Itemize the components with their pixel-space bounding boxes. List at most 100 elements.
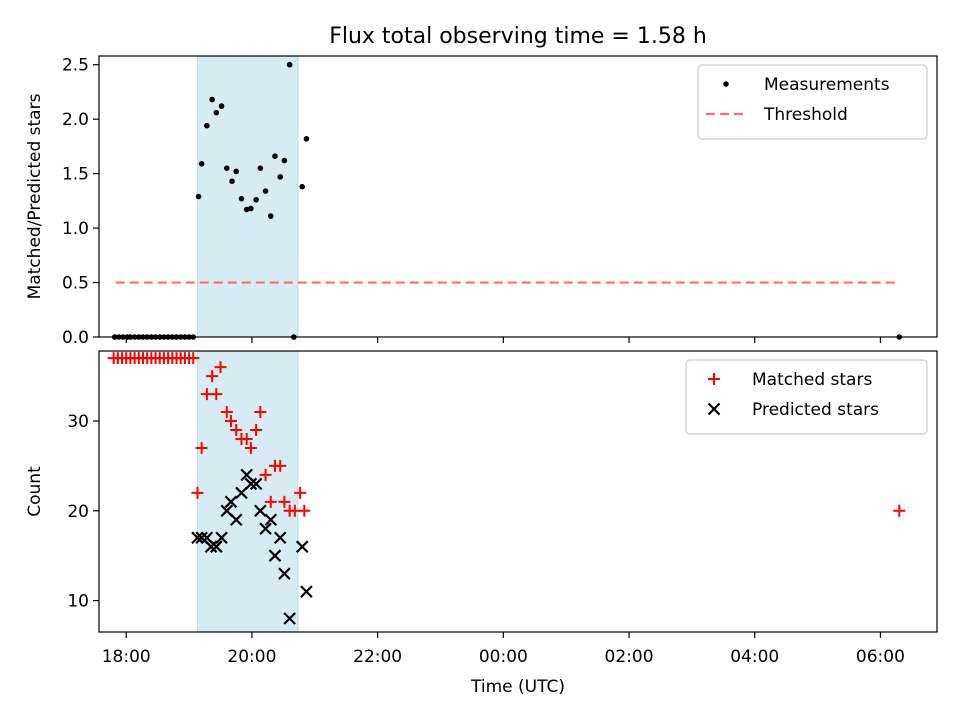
data-point bbox=[210, 540, 223, 553]
shaded-interval bbox=[196, 350, 299, 633]
data-point bbox=[195, 441, 208, 454]
y-tick-label: 30 bbox=[67, 412, 89, 432]
x-tick-label: 06:00 bbox=[856, 647, 905, 667]
legend-label: Predicted stars bbox=[752, 400, 879, 420]
data-point bbox=[248, 205, 254, 212]
y-axis-label: Count bbox=[25, 466, 45, 517]
x-tick-label: 02:00 bbox=[605, 647, 654, 667]
data-point bbox=[250, 424, 263, 437]
data-point bbox=[264, 495, 277, 508]
data-point bbox=[303, 135, 310, 142]
data-point bbox=[191, 531, 204, 545]
data-point bbox=[273, 531, 287, 545]
legend-marker bbox=[708, 373, 720, 385]
data-point bbox=[272, 153, 278, 160]
data-point bbox=[264, 513, 278, 527]
data-point bbox=[224, 415, 237, 428]
y-axis-label: Matched/Predicted stars bbox=[25, 93, 45, 299]
data-point bbox=[214, 361, 227, 374]
series-matched-stars bbox=[107, 352, 906, 517]
data-point bbox=[298, 504, 311, 517]
data-point bbox=[233, 168, 240, 175]
chart-title: Flux total observing time = 1.58 h bbox=[329, 24, 707, 49]
data-point bbox=[268, 549, 282, 562]
data-point bbox=[299, 183, 306, 190]
data-point bbox=[278, 495, 291, 508]
data-point bbox=[187, 352, 200, 365]
data-point bbox=[240, 432, 253, 445]
legend-box bbox=[697, 64, 928, 140]
data-point bbox=[254, 406, 267, 419]
shaded-interval bbox=[196, 55, 299, 338]
data-point bbox=[249, 477, 263, 491]
data-point bbox=[286, 61, 293, 68]
data-point bbox=[229, 178, 235, 185]
legend: Matched stars Predicted stars bbox=[685, 359, 928, 435]
data-point bbox=[281, 157, 288, 164]
axes-frame bbox=[98, 350, 938, 633]
data-point bbox=[259, 522, 272, 536]
data-point bbox=[204, 122, 210, 129]
y-tick-label: 0.0 bbox=[62, 328, 89, 348]
data-point bbox=[218, 103, 225, 109]
data-point bbox=[191, 486, 204, 499]
x-axis-label: Time (UTC) bbox=[470, 677, 565, 697]
data-point bbox=[278, 567, 291, 580]
data-point bbox=[254, 504, 267, 518]
data-point bbox=[295, 540, 309, 553]
data-point bbox=[213, 109, 220, 116]
legend-marker bbox=[723, 81, 729, 87]
axes-frame bbox=[98, 55, 938, 338]
x-tick-label: 18:00 bbox=[102, 647, 151, 667]
data-point bbox=[274, 459, 287, 472]
data-point bbox=[243, 206, 250, 213]
data-point bbox=[206, 370, 219, 383]
data-point bbox=[220, 504, 234, 518]
data-point bbox=[253, 196, 259, 203]
legend-label: Measurements bbox=[764, 75, 890, 95]
data-point bbox=[200, 531, 214, 545]
data-point bbox=[893, 504, 906, 517]
data-point bbox=[283, 612, 296, 625]
x-tick-label: 04:00 bbox=[730, 647, 779, 667]
x-tick-label: 00:00 bbox=[479, 647, 528, 667]
data-point bbox=[277, 174, 284, 180]
y-tick-label: 1.5 bbox=[62, 165, 89, 185]
legend: Measurements Threshold bbox=[697, 64, 928, 140]
data-point bbox=[230, 424, 243, 437]
data-point bbox=[294, 486, 307, 499]
data-point bbox=[238, 195, 245, 202]
x-tick-label: 20:00 bbox=[227, 647, 276, 667]
y-tick-label: 0.5 bbox=[62, 274, 89, 294]
data-point bbox=[244, 477, 258, 491]
y-tick-label: 1.0 bbox=[62, 219, 89, 239]
data-point bbox=[195, 193, 202, 200]
data-point bbox=[220, 406, 233, 419]
data-point bbox=[209, 96, 215, 103]
data-point bbox=[229, 513, 243, 527]
x-tick-label: 22:00 bbox=[353, 647, 402, 667]
data-point bbox=[215, 531, 228, 545]
data-point bbox=[267, 213, 274, 219]
legend-label: Matched stars bbox=[752, 370, 872, 390]
data-point bbox=[262, 188, 269, 194]
data-point bbox=[204, 540, 218, 553]
data-point bbox=[244, 441, 257, 454]
y-tick-label: 20 bbox=[67, 502, 89, 522]
data-point bbox=[257, 165, 264, 171]
data-point bbox=[198, 161, 205, 167]
legend-label: Threshold bbox=[763, 105, 848, 125]
data-point bbox=[223, 165, 230, 171]
data-point bbox=[240, 468, 253, 482]
data-point bbox=[210, 388, 223, 401]
bottom-panel: 18:00 20:00 22:00 00:00 02:00 04:00 06:00 10 20 3… bbox=[25, 350, 938, 697]
data-point bbox=[259, 468, 272, 481]
data-point bbox=[195, 531, 208, 545]
legend-box bbox=[685, 359, 928, 435]
y-tick-label: 2.0 bbox=[62, 110, 89, 130]
data-point bbox=[235, 486, 248, 500]
data-point bbox=[300, 585, 313, 598]
top-panel: 0.0 0.5 1.0 1.5 2.0 2.5 Matched/Predicted star… bbox=[25, 55, 938, 348]
series-predicted-stars bbox=[191, 468, 313, 625]
